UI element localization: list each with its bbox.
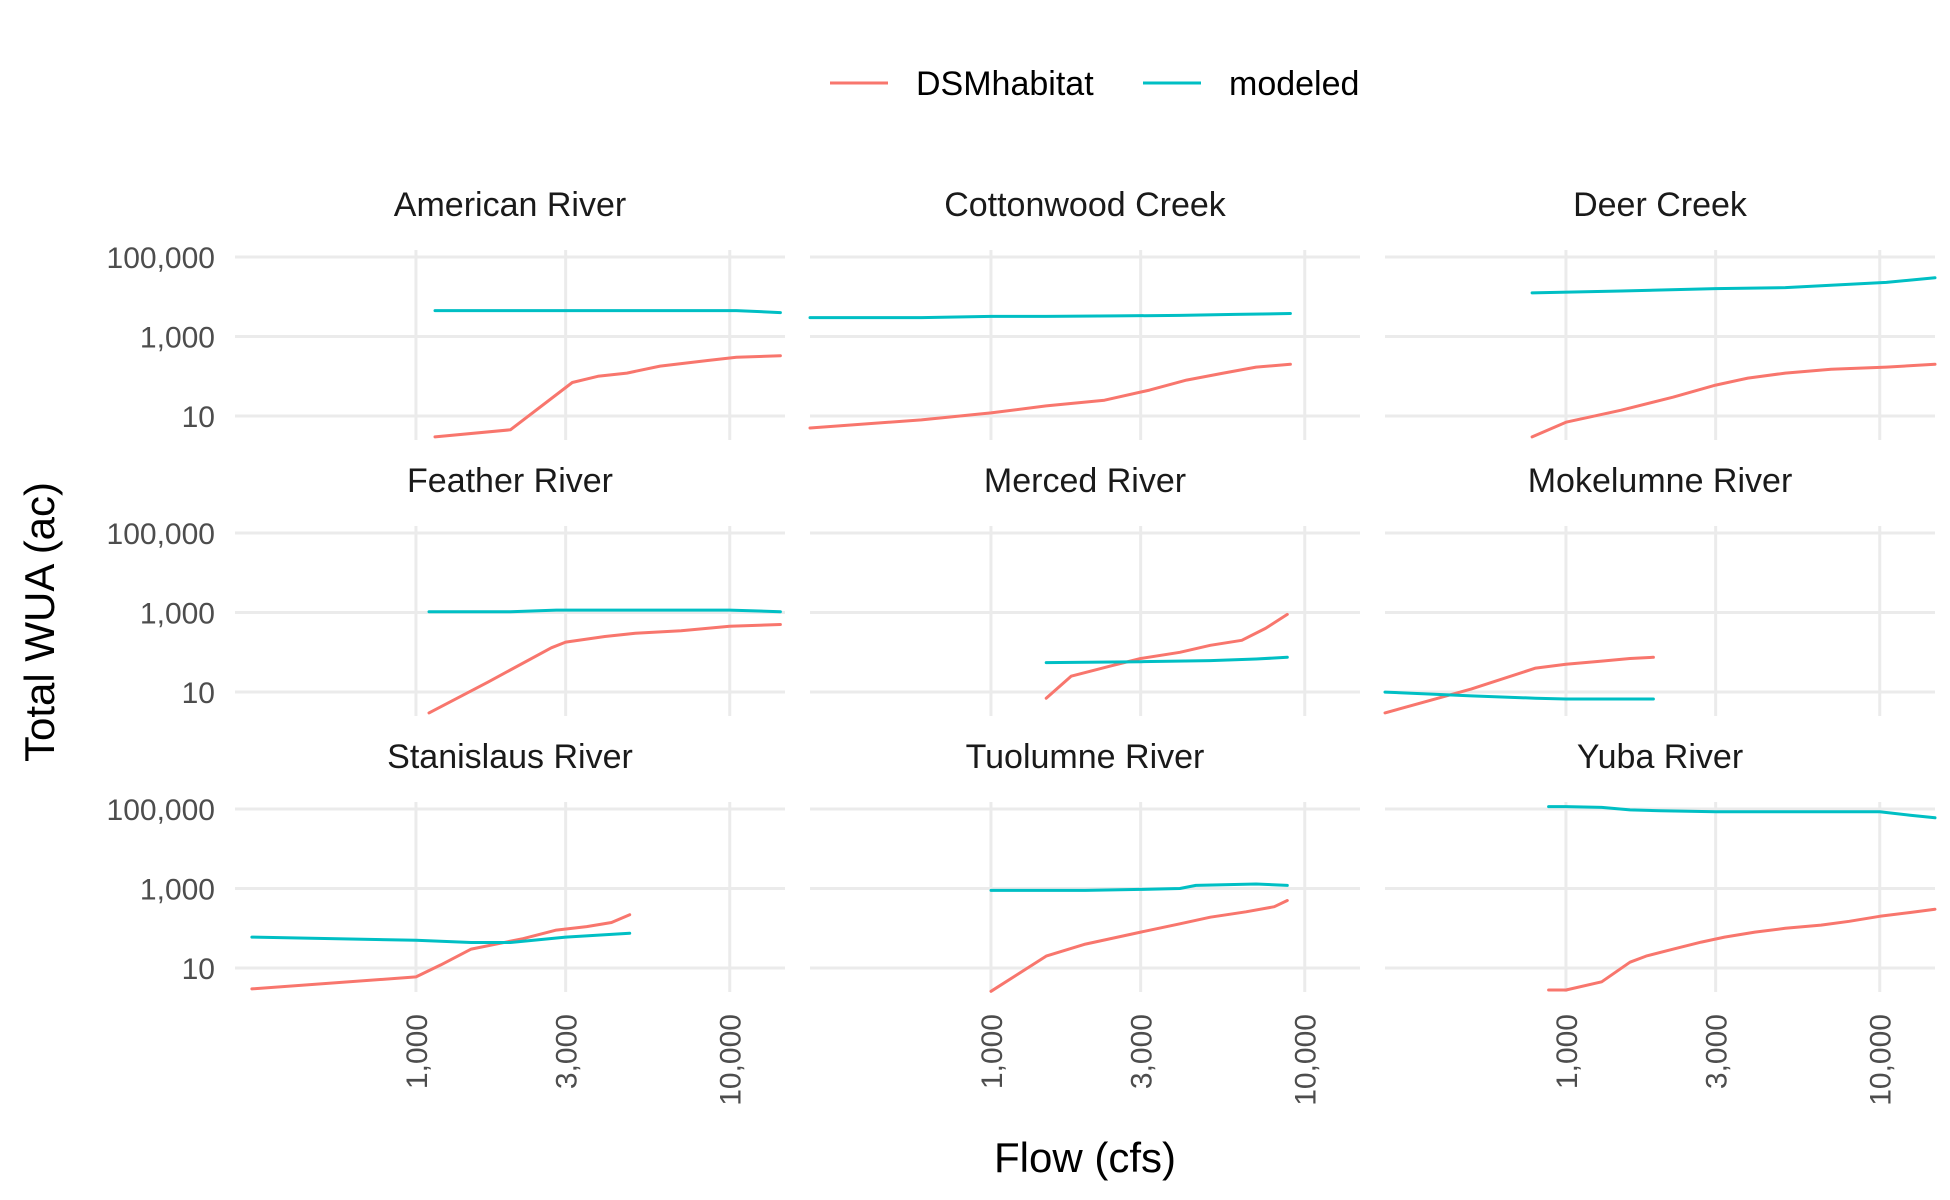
facet-yuba-river: Yuba River 1,000 3,000 10,000 (1385, 738, 1937, 1106)
facet-title: American River (394, 186, 626, 224)
legend-label-modeled: modeled (1229, 65, 1359, 103)
facet-tuolumne-river: Tuolumne River 1,000 3,000 10,000 (810, 738, 1360, 1106)
facet-panels: American River 10 1,000 100,000 Cottonwood C… (107, 186, 1937, 1106)
y-tick-label: 10 (182, 401, 215, 434)
x-tick-label: 3,000 (551, 1014, 584, 1089)
series-line-modeled (250, 931, 632, 944)
y-tick-label: 100,000 (107, 794, 215, 827)
series-line-modeled (1044, 655, 1289, 665)
x-tick-label: 10,000 (1290, 1014, 1323, 1106)
facet-mokelumne-river: Mokelumne River (1383, 462, 1935, 716)
series-line-dsmhabitat (250, 913, 632, 991)
facet-title: Feather River (407, 462, 613, 500)
series-line-modeled (1383, 690, 1655, 701)
facet-title: Merced River (984, 462, 1186, 500)
x-tick-label: 3,000 (1701, 1014, 1734, 1089)
legend: DSMhabitat modeled (830, 65, 1359, 103)
series-line-dsmhabitat (989, 899, 1289, 993)
series-line-dsmhabitat (1530, 362, 1937, 439)
series-line-dsmhabitat (433, 354, 782, 439)
series-line-dsmhabitat (427, 623, 782, 715)
facet-title: Deer Creek (1573, 186, 1748, 224)
series-line-modeled (433, 309, 782, 315)
y-tick-label: 1,000 (140, 598, 215, 631)
x-tick-label: 10,000 (1865, 1014, 1898, 1106)
y-tick-label: 10 (182, 953, 215, 986)
series-line-modeled (1530, 276, 1937, 295)
y-tick-label: 1,000 (140, 874, 215, 907)
series-line-modeled (1547, 805, 1937, 820)
series-line-dsmhabitat (808, 362, 1292, 430)
facet-deer-creek: Deer Creek (1385, 186, 1937, 440)
y-axis-title: Total WUA (ac) (16, 482, 63, 762)
series-line-modeled (808, 312, 1292, 320)
facet-feather-river: Feather River 10 1,000 100,000 (107, 462, 785, 716)
x-tick-label: 1,000 (1551, 1014, 1584, 1089)
x-tick-label: 1,000 (401, 1014, 434, 1089)
facet-merced-river: Merced River (810, 462, 1360, 716)
series-line-dsmhabitat (1383, 655, 1655, 715)
y-tick-label: 10 (182, 677, 215, 710)
series-line-modeled (989, 882, 1289, 892)
facet-cottonwood-creek: Cottonwood Creek (808, 186, 1360, 440)
facet-title: Yuba River (1577, 738, 1743, 776)
facet-stanislaus-river: Stanislaus River 10 1,000 100,000 1,000 3,000… (107, 738, 785, 1106)
x-tick-label: 3,000 (1126, 1014, 1159, 1089)
series-line-dsmhabitat (1547, 907, 1937, 992)
x-tick-label: 10,000 (715, 1014, 748, 1106)
y-tick-label: 100,000 (107, 242, 215, 275)
facet-title: Stanislaus River (387, 738, 633, 776)
y-tick-label: 100,000 (107, 518, 215, 551)
x-tick-label: 1,000 (976, 1014, 1009, 1089)
facet-title: Cottonwood Creek (944, 186, 1227, 224)
facet-title: Mokelumne River (1528, 462, 1793, 500)
series-line-dsmhabitat (1044, 612, 1289, 700)
x-axis-title: Flow (cfs) (994, 1134, 1176, 1181)
series-line-modeled (427, 608, 782, 614)
facet-title: Tuolumne River (966, 738, 1205, 776)
y-tick-label: 1,000 (140, 322, 215, 355)
legend-label-dsmhabitat: DSMhabitat (916, 65, 1094, 103)
facet-american-river: American River 10 1,000 100,000 (107, 186, 785, 440)
